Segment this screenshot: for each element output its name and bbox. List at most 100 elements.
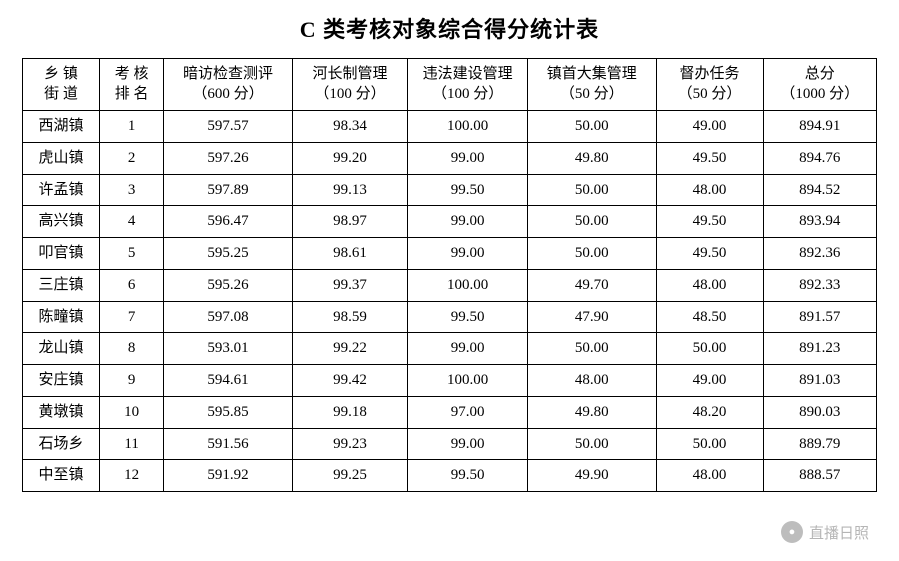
header-line2: （600 分） <box>166 85 289 105</box>
cell-township: 安庄镇 <box>23 365 100 397</box>
cell-c: 99.50 <box>408 460 528 492</box>
column-header: 考 核排 名 <box>100 59 164 111</box>
cell-township: 叩官镇 <box>23 238 100 270</box>
cell-d: 50.00 <box>528 238 656 270</box>
table-row: 安庄镇9594.6199.42100.0048.0049.00891.03 <box>23 365 877 397</box>
header-line2: （1000 分） <box>766 85 874 105</box>
cell-c: 99.00 <box>408 142 528 174</box>
table-row: 高兴镇4596.4798.9799.0050.0049.50893.94 <box>23 206 877 238</box>
cell-a: 591.92 <box>164 460 292 492</box>
cell-c: 99.00 <box>408 238 528 270</box>
table-row: 陈疃镇7597.0898.5999.5047.9048.50891.57 <box>23 301 877 333</box>
table-row: 许孟镇3597.8999.1399.5050.0048.00894.52 <box>23 174 877 206</box>
cell-d: 49.90 <box>528 460 656 492</box>
watermark: ● 直播日照 <box>781 521 869 543</box>
cell-b: 98.34 <box>292 111 408 143</box>
header-line1: 总分 <box>766 65 874 85</box>
column-header: 镇首大集管理（50 分） <box>528 59 656 111</box>
cell-b: 99.25 <box>292 460 408 492</box>
cell-total: 894.76 <box>763 142 876 174</box>
cell-d: 50.00 <box>528 174 656 206</box>
cell-c: 99.00 <box>408 333 528 365</box>
cell-rank: 5 <box>100 238 164 270</box>
header-line1: 镇首大集管理 <box>530 65 653 85</box>
cell-township: 石场乡 <box>23 428 100 460</box>
cell-e: 48.00 <box>656 174 763 206</box>
cell-d: 50.00 <box>528 428 656 460</box>
cell-b: 99.42 <box>292 365 408 397</box>
header-line2: （50 分） <box>530 85 653 105</box>
cell-e: 49.00 <box>656 365 763 397</box>
header-line1: 暗访检查测评 <box>166 65 289 85</box>
cell-rank: 4 <box>100 206 164 238</box>
header-line1: 考 核 <box>102 65 161 85</box>
cell-township: 陈疃镇 <box>23 301 100 333</box>
cell-total: 891.23 <box>763 333 876 365</box>
cell-e: 49.50 <box>656 238 763 270</box>
cell-b: 98.59 <box>292 301 408 333</box>
cell-b: 99.20 <box>292 142 408 174</box>
cell-c: 99.50 <box>408 174 528 206</box>
cell-e: 48.00 <box>656 460 763 492</box>
cell-e: 49.00 <box>656 111 763 143</box>
cell-rank: 2 <box>100 142 164 174</box>
cell-b: 99.13 <box>292 174 408 206</box>
cell-e: 50.00 <box>656 333 763 365</box>
table-row: 三庄镇6595.2699.37100.0049.7048.00892.33 <box>23 269 877 301</box>
cell-rank: 8 <box>100 333 164 365</box>
cell-total: 890.03 <box>763 396 876 428</box>
cell-rank: 12 <box>100 460 164 492</box>
table-row: 中至镇12591.9299.2599.5049.9048.00888.57 <box>23 460 877 492</box>
cell-b: 99.22 <box>292 333 408 365</box>
cell-d: 49.80 <box>528 396 656 428</box>
cell-total: 888.57 <box>763 460 876 492</box>
column-header: 暗访检查测评（600 分） <box>164 59 292 111</box>
cell-township: 许孟镇 <box>23 174 100 206</box>
table-row: 叩官镇5595.2598.6199.0050.0049.50892.36 <box>23 238 877 270</box>
cell-township: 龙山镇 <box>23 333 100 365</box>
cell-b: 98.97 <box>292 206 408 238</box>
column-header: 督办任务（50 分） <box>656 59 763 111</box>
cell-c: 99.00 <box>408 206 528 238</box>
cell-a: 596.47 <box>164 206 292 238</box>
cell-total: 892.36 <box>763 238 876 270</box>
column-header: 违法建设管理（100 分） <box>408 59 528 111</box>
cell-e: 49.50 <box>656 206 763 238</box>
table-row: 黄墩镇10595.8599.1897.0049.8048.20890.03 <box>23 396 877 428</box>
cell-total: 891.57 <box>763 301 876 333</box>
cell-rank: 10 <box>100 396 164 428</box>
score-table: 乡 镇街 道考 核排 名暗访检查测评（600 分）河长制管理（100 分）违法建… <box>22 58 877 492</box>
header-line2: （100 分） <box>295 85 406 105</box>
cell-a: 597.08 <box>164 301 292 333</box>
cell-a: 593.01 <box>164 333 292 365</box>
cell-d: 49.70 <box>528 269 656 301</box>
cell-total: 894.52 <box>763 174 876 206</box>
cell-rank: 9 <box>100 365 164 397</box>
watermark-text: 直播日照 <box>809 522 869 543</box>
cell-e: 48.50 <box>656 301 763 333</box>
table-row: 虎山镇2597.2699.2099.0049.8049.50894.76 <box>23 142 877 174</box>
cell-township: 西湖镇 <box>23 111 100 143</box>
cell-a: 597.57 <box>164 111 292 143</box>
column-header: 乡 镇街 道 <box>23 59 100 111</box>
cell-rank: 3 <box>100 174 164 206</box>
cell-rank: 11 <box>100 428 164 460</box>
cell-total: 889.79 <box>763 428 876 460</box>
cell-d: 50.00 <box>528 333 656 365</box>
cell-c: 97.00 <box>408 396 528 428</box>
cell-township: 中至镇 <box>23 460 100 492</box>
cell-e: 50.00 <box>656 428 763 460</box>
cell-a: 595.25 <box>164 238 292 270</box>
column-header: 河长制管理（100 分） <box>292 59 408 111</box>
header-line2: （100 分） <box>410 85 525 105</box>
cell-total: 892.33 <box>763 269 876 301</box>
cell-a: 595.26 <box>164 269 292 301</box>
cell-rank: 1 <box>100 111 164 143</box>
cell-d: 47.90 <box>528 301 656 333</box>
cell-total: 893.94 <box>763 206 876 238</box>
cell-c: 99.00 <box>408 428 528 460</box>
header-line2: （50 分） <box>659 85 761 105</box>
cell-a: 591.56 <box>164 428 292 460</box>
cell-b: 99.37 <box>292 269 408 301</box>
cell-rank: 7 <box>100 301 164 333</box>
